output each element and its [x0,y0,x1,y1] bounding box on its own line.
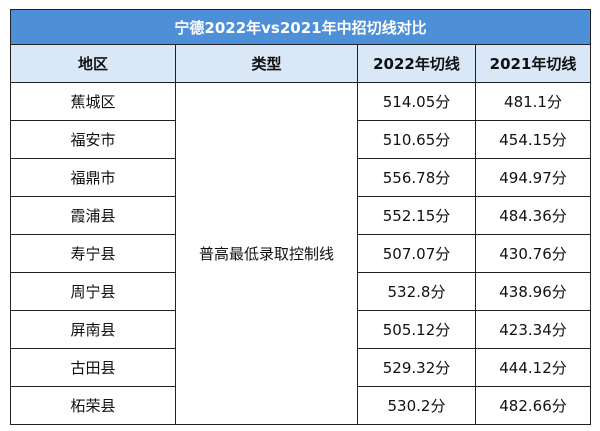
header-cell: 地区 [10,44,176,83]
score-2021-cell: 423.34分 [474,310,592,349]
score-2021-cell: 484.36分 [474,196,592,235]
table-row: 柘荣县 530.2分 482.66分 [10,386,592,425]
type-cell: 普高最低录取控制线 [175,82,358,425]
score-2022-cell: 529.32分 [357,348,476,387]
score-2021-cell: 444.12分 [474,348,592,387]
table-row: 蕉城区 普高最低录取控制线 514.05分 481.1分 [10,82,592,425]
table-row: 福鼎市 556.78分 494.97分 [10,158,592,197]
score-2021-cell: 494.97分 [474,158,592,197]
score-2022-cell: 507.07分 [357,234,476,273]
region-cell: 霞浦县 [10,196,176,235]
header-cell: 类型 [175,44,358,83]
score-2022-cell: 514.05分 [357,82,476,121]
score-2022-cell: 505.12分 [357,310,476,349]
table-body: 蕉城区 普高最低录取控制线 514.05分 481.1分 福安市 510.65分 454.1… [10,82,592,425]
score-2021-cell: 482.66分 [474,386,592,425]
region-cell: 福鼎市 [10,158,176,197]
page: 宁德2022年vs2021年中招切线对比 地区 类型 2022年切线 2021年切线 … [9,9,592,425]
header-cell: 2021年切线 [474,44,592,83]
region-cell: 寿宁县 [10,234,176,273]
table-title: 宁德2022年vs2021年中招切线对比 [9,9,592,45]
title-row: 宁德2022年vs2021年中招切线对比 [9,9,592,45]
score-2021-cell: 454.15分 [474,120,592,159]
score-2022-cell: 556.78分 [357,158,476,197]
header-row: 地区 类型 2022年切线 2021年切线 [10,44,592,83]
table-row: 周宁县 532.8分 438.96分 [10,272,592,311]
score-2021-cell: 430.76分 [474,234,592,273]
table-row: 古田县 529.32分 444.12分 [10,348,592,387]
score-2021-cell: 438.96分 [474,272,592,311]
table-row: 福安市 510.65分 454.15分 [10,120,592,159]
table-row: 屏南县 505.12分 423.34分 [10,310,592,349]
score-2022-cell: 532.8分 [357,272,476,311]
score-2022-cell: 552.15分 [357,196,476,235]
region-cell: 福安市 [10,120,176,159]
comparison-table: 宁德2022年vs2021年中招切线对比 地区 类型 2022年切线 2021年切线 … [9,9,592,425]
score-2021-cell: 481.1分 [474,82,592,121]
score-2022-cell: 510.65分 [357,120,476,159]
region-cell: 周宁县 [10,272,176,311]
region-cell: 古田县 [10,348,176,387]
table-row: 霞浦县 552.15分 484.36分 [10,196,592,235]
score-2022-cell: 530.2分 [357,386,476,425]
table-row: 寿宁县 507.07分 430.76分 [10,234,592,273]
region-cell: 屏南县 [10,310,176,349]
region-cell: 蕉城区 [10,82,176,121]
region-cell: 柘荣县 [10,386,176,425]
header-cell: 2022年切线 [357,44,476,83]
